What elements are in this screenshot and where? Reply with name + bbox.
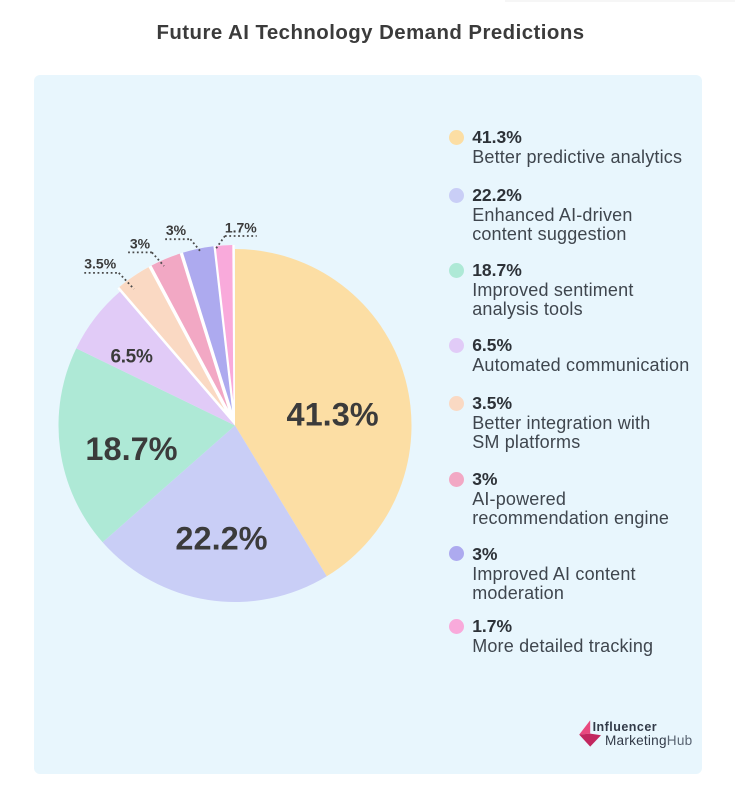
svg-text:22.2%: 22.2% (175, 521, 267, 557)
svg-text:MarketingHub: MarketingHub (605, 733, 692, 748)
svg-text:Influencer: Influencer (593, 720, 658, 734)
svg-text:41.3%: 41.3% (287, 397, 379, 433)
svg-text:3.5%: 3.5% (84, 255, 116, 271)
svg-text:18.7%: 18.7% (85, 431, 177, 467)
svg-text:3%: 3% (130, 236, 151, 252)
svg-text:6.5%: 6.5% (110, 346, 153, 367)
svg-text:3%: 3% (166, 222, 187, 238)
svg-text:1.7%: 1.7% (225, 220, 257, 236)
